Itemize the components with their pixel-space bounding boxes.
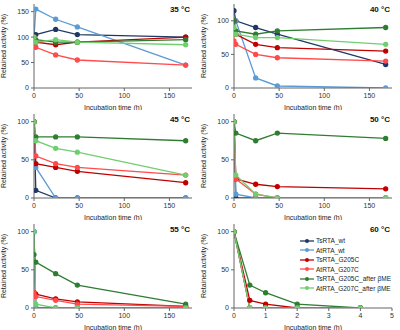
svg-text:Retained activity (%): Retained activity (%): [8, 234, 9, 298]
svg-text:0: 0: [232, 312, 236, 319]
svg-text:100: 100: [217, 228, 229, 235]
html-text:AtRTA_G207C_after βME: AtRTA_G207C_after βME: [316, 284, 391, 292]
svg-text:0: 0: [225, 194, 229, 201]
svg-text:0: 0: [225, 304, 229, 311]
svg-text:4: 4: [358, 312, 362, 319]
svg-text:0: 0: [25, 84, 29, 91]
html-text:AtRTA_G207C: AtRTA_G207C: [316, 265, 359, 273]
svg-text:150: 150: [17, 8, 29, 15]
html-text:55 °C: 55 °C: [169, 225, 190, 234]
svg-text:100: 100: [217, 118, 229, 125]
html-text:40 °C: 40 °C: [369, 5, 390, 14]
svg-text:Retained activity (%): Retained activity (%): [8, 124, 9, 188]
svg-text:50: 50: [221, 51, 229, 58]
html-text:TsRTA_G205C: TsRTA_G205C: [316, 256, 360, 264]
svg-text:0: 0: [232, 202, 236, 209]
svg-text:50: 50: [275, 202, 283, 209]
svg-text:150: 150: [164, 92, 176, 99]
html-text:45 °C: 45 °C: [169, 115, 190, 124]
svg-text:Incubation time (h): Incubation time (h): [284, 104, 342, 110]
svg-text:0: 0: [225, 84, 229, 91]
svg-text:50: 50: [221, 266, 229, 273]
svg-text:100: 100: [17, 34, 29, 41]
svg-text:100: 100: [217, 17, 229, 24]
html-text:50 °C: 50 °C: [369, 115, 390, 124]
svg-text:50: 50: [21, 266, 29, 273]
svg-text:1: 1: [264, 312, 268, 319]
svg-text:100: 100: [318, 92, 330, 99]
svg-text:100: 100: [17, 118, 29, 125]
svg-text:150: 150: [164, 312, 176, 319]
html-text:TsRTA_G205C_after βME: TsRTA_G205C_after βME: [316, 275, 391, 283]
svg-text:0: 0: [32, 312, 36, 319]
svg-text:Incubation time (h): Incubation time (h): [284, 324, 342, 330]
svg-text:Incubation time (h): Incubation time (h): [84, 214, 142, 220]
svg-text:100: 100: [118, 202, 130, 209]
svg-text:150: 150: [164, 202, 176, 209]
svg-text:Incubation time (h): Incubation time (h): [84, 104, 142, 110]
svg-text:Retained activity (%): Retained activity (%): [200, 234, 208, 298]
svg-text:50: 50: [75, 202, 83, 209]
svg-text:50: 50: [275, 92, 283, 99]
svg-text:Retained activity (%): Retained activity (%): [200, 14, 208, 78]
svg-text:50: 50: [21, 59, 29, 66]
svg-text:0: 0: [25, 304, 29, 311]
svg-text:100: 100: [17, 228, 29, 235]
svg-text:Incubation time (h): Incubation time (h): [84, 324, 142, 330]
html-text:35 °C: 35 °C: [169, 5, 190, 14]
svg-text:0: 0: [25, 194, 29, 201]
svg-text:0: 0: [32, 202, 36, 209]
svg-text:50: 50: [75, 92, 83, 99]
svg-text:50: 50: [221, 156, 229, 163]
svg-text:50: 50: [75, 312, 83, 319]
svg-text:50: 50: [21, 156, 29, 163]
svg-text:3: 3: [327, 312, 331, 319]
svg-text:5: 5: [390, 312, 392, 319]
svg-text:100: 100: [318, 202, 330, 209]
html-text:AtRTA_wt: AtRTA_wt: [316, 246, 345, 254]
svg-text:100: 100: [118, 92, 130, 99]
svg-text:150: 150: [364, 202, 376, 209]
html-text:TsRTA_wt: TsRTA_wt: [316, 237, 345, 245]
svg-text:Retained activity (%): Retained activity (%): [8, 14, 9, 78]
svg-text:100: 100: [118, 312, 130, 319]
svg-text:150: 150: [364, 92, 376, 99]
svg-text:0: 0: [32, 92, 36, 99]
svg-text:Retained activity (%): Retained activity (%): [200, 124, 208, 188]
svg-text:0: 0: [232, 92, 236, 99]
html-text:60 °C: 60 °C: [369, 225, 390, 234]
svg-text:Incubation time (h): Incubation time (h): [284, 214, 342, 220]
svg-text:2: 2: [295, 312, 299, 319]
